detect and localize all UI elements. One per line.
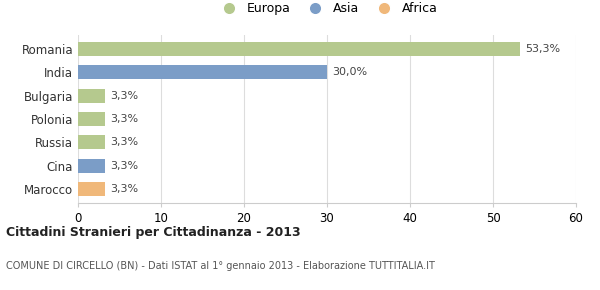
Text: 3,3%: 3,3% <box>110 90 139 101</box>
Bar <box>78 135 106 149</box>
Bar <box>78 88 106 103</box>
Text: COMUNE DI CIRCELLO (BN) - Dati ISTAT al 1° gennaio 2013 - Elaborazione TUTTITALI: COMUNE DI CIRCELLO (BN) - Dati ISTAT al … <box>6 261 435 271</box>
Text: 3,3%: 3,3% <box>110 114 139 124</box>
Text: 3,3%: 3,3% <box>110 137 139 147</box>
Text: 53,3%: 53,3% <box>526 44 560 54</box>
Bar <box>78 42 520 56</box>
Text: Cittadini Stranieri per Cittadinanza - 2013: Cittadini Stranieri per Cittadinanza - 2… <box>6 226 301 239</box>
Legend: Europa, Asia, Africa: Europa, Asia, Africa <box>212 0 443 20</box>
Bar <box>78 182 106 196</box>
Text: 30,0%: 30,0% <box>332 67 367 77</box>
Bar <box>78 112 106 126</box>
Bar <box>78 65 327 79</box>
Bar <box>78 159 106 173</box>
Text: 3,3%: 3,3% <box>110 184 139 194</box>
Text: 3,3%: 3,3% <box>110 161 139 171</box>
